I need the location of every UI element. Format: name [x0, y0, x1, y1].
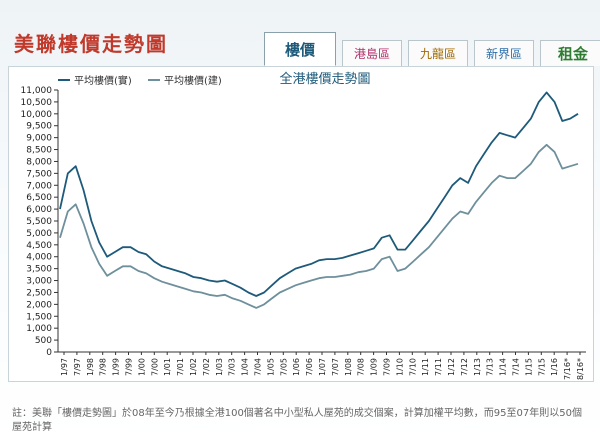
tab-new-territories[interactable]: 新界區	[474, 40, 534, 66]
x-tick-label: 1/05	[266, 358, 275, 376]
x-tick-label: 1/03	[215, 358, 224, 376]
x-tick-label: 7/00	[150, 358, 159, 376]
x-tick-label: 1/98	[86, 358, 95, 376]
region-tabs: 樓價 港島區 九龍區 新界區 租金	[264, 32, 600, 66]
y-tick-label: 2,500	[26, 288, 52, 298]
x-tick-label: 1/04	[241, 358, 250, 376]
tab-kowloon-label: 九龍區	[419, 47, 456, 61]
tab-hk-island-label: 港島區	[353, 47, 390, 61]
series-layer	[59, 91, 579, 309]
tab-rent-label: 租金	[557, 45, 588, 63]
legend-label: 平均樓價(實)	[74, 74, 132, 87]
x-tick-label: 1/13	[473, 358, 482, 376]
y-tick-label: 8,500	[26, 146, 52, 156]
x-tick-label: 7/05	[279, 358, 288, 376]
tab-kowloon[interactable]: 九龍區	[408, 40, 468, 66]
x-tick-label: 1/01	[163, 358, 172, 376]
tab-rent[interactable]: 租金	[540, 40, 600, 66]
x-tick-label: 7/12	[460, 358, 469, 376]
y-tick-label: 4,000	[26, 253, 52, 263]
x-tick-label: 7/15	[537, 358, 546, 376]
x-tick-label: 1/16	[550, 358, 559, 376]
tab-hk-island[interactable]: 港島區	[342, 40, 402, 66]
y-tick-label: 10,000	[21, 110, 53, 120]
y-tick-label: 8,000	[26, 157, 52, 167]
tab-price-label: 樓價	[284, 40, 315, 59]
y-tick-label: 500	[35, 336, 52, 346]
x-tick-label: 1/08	[344, 358, 353, 376]
x-tick-label: 7/03	[228, 358, 237, 376]
y-tick-label: 10,500	[21, 98, 53, 108]
y-tick-label: 7,000	[26, 181, 52, 191]
x-tick-label: 7/01	[176, 358, 185, 376]
x-tick-label: 1/06	[292, 358, 301, 376]
tab-price[interactable]: 樓價	[264, 32, 336, 66]
x-tick-label: 1/00	[137, 358, 146, 376]
y-tick-label: 0	[46, 348, 52, 358]
y-tick-label: 4,500	[26, 241, 52, 251]
footnote: 註：美聯「樓價走勢圖」於08年至今乃根據全港100個著名中小型私人屋苑的成交個案…	[12, 408, 582, 433]
legend-label: 平均樓價(建)	[164, 74, 222, 87]
x-tick-label: 1/99	[112, 358, 121, 376]
series-line-net	[59, 143, 579, 309]
x-tick-label: 7/97	[73, 358, 82, 376]
x-tick-label: 7/13	[486, 358, 495, 376]
app-logo-title: 美聯樓價走勢圖	[14, 32, 168, 56]
x-tick-label: 1/97	[60, 358, 69, 376]
chart-title: 全港樓價走勢圖	[279, 71, 370, 87]
x-tick-label: 7/16*	[563, 358, 572, 380]
x-axis: 1/97 7/97 1/98 7/98 1/99 7/99 1/00 7/00 1/01 7/01…	[58, 351, 586, 380]
y-tick-label: 3,500	[26, 265, 52, 275]
y-tick-label: 9,000	[26, 134, 52, 144]
y-tick-label: 5,500	[26, 217, 52, 227]
x-tick-label: 1/10	[395, 358, 404, 376]
x-tick-label: 7/09	[383, 358, 392, 376]
y-tick-label: 1,500	[26, 312, 52, 322]
x-tick-label: 1/09	[370, 358, 379, 376]
legend: 平均樓價(實) 平均樓價(建)	[58, 74, 222, 87]
y-tick-label: 1,000	[26, 324, 52, 334]
x-tick-label: 1/02	[189, 358, 198, 376]
y-tick-label: 9,500	[26, 122, 52, 132]
x-tick-label: 1/11	[421, 358, 430, 376]
x-tick-label: 7/99	[125, 358, 134, 376]
x-tick-label: 7/06	[305, 358, 314, 376]
y-tick-label: 2,000	[26, 300, 52, 310]
x-tick-label: 1/07	[318, 358, 327, 376]
x-tick-label: 7/10	[408, 358, 417, 376]
chart-panel	[8, 66, 594, 382]
y-tick-label: 6,500	[26, 193, 52, 203]
y-tick-label: 7,500	[26, 169, 52, 179]
x-tick-label: 1/12	[447, 358, 456, 376]
y-tick-label: 3,000	[26, 277, 52, 287]
series-line-gross	[59, 91, 579, 297]
x-tick-label: 1/15	[524, 358, 533, 376]
x-tick-label: 8/16*	[576, 358, 585, 380]
x-tick-label: 7/02	[202, 358, 211, 376]
x-tick-label: 1/14	[499, 358, 508, 376]
x-tick-label: 7/98	[99, 358, 108, 376]
x-tick-label: 7/04	[254, 358, 263, 376]
y-tick-label: 5,000	[26, 229, 52, 239]
x-tick-label: 7/07	[331, 358, 340, 376]
x-tick-label: 7/08	[357, 358, 366, 376]
tab-new-territories-label: 新界區	[485, 47, 522, 61]
x-tick-label: 7/14	[512, 358, 521, 376]
y-tick-label: 6,000	[26, 205, 52, 215]
y-tick-label: 11,000	[21, 86, 53, 96]
x-tick-label: 7/11	[434, 358, 443, 376]
